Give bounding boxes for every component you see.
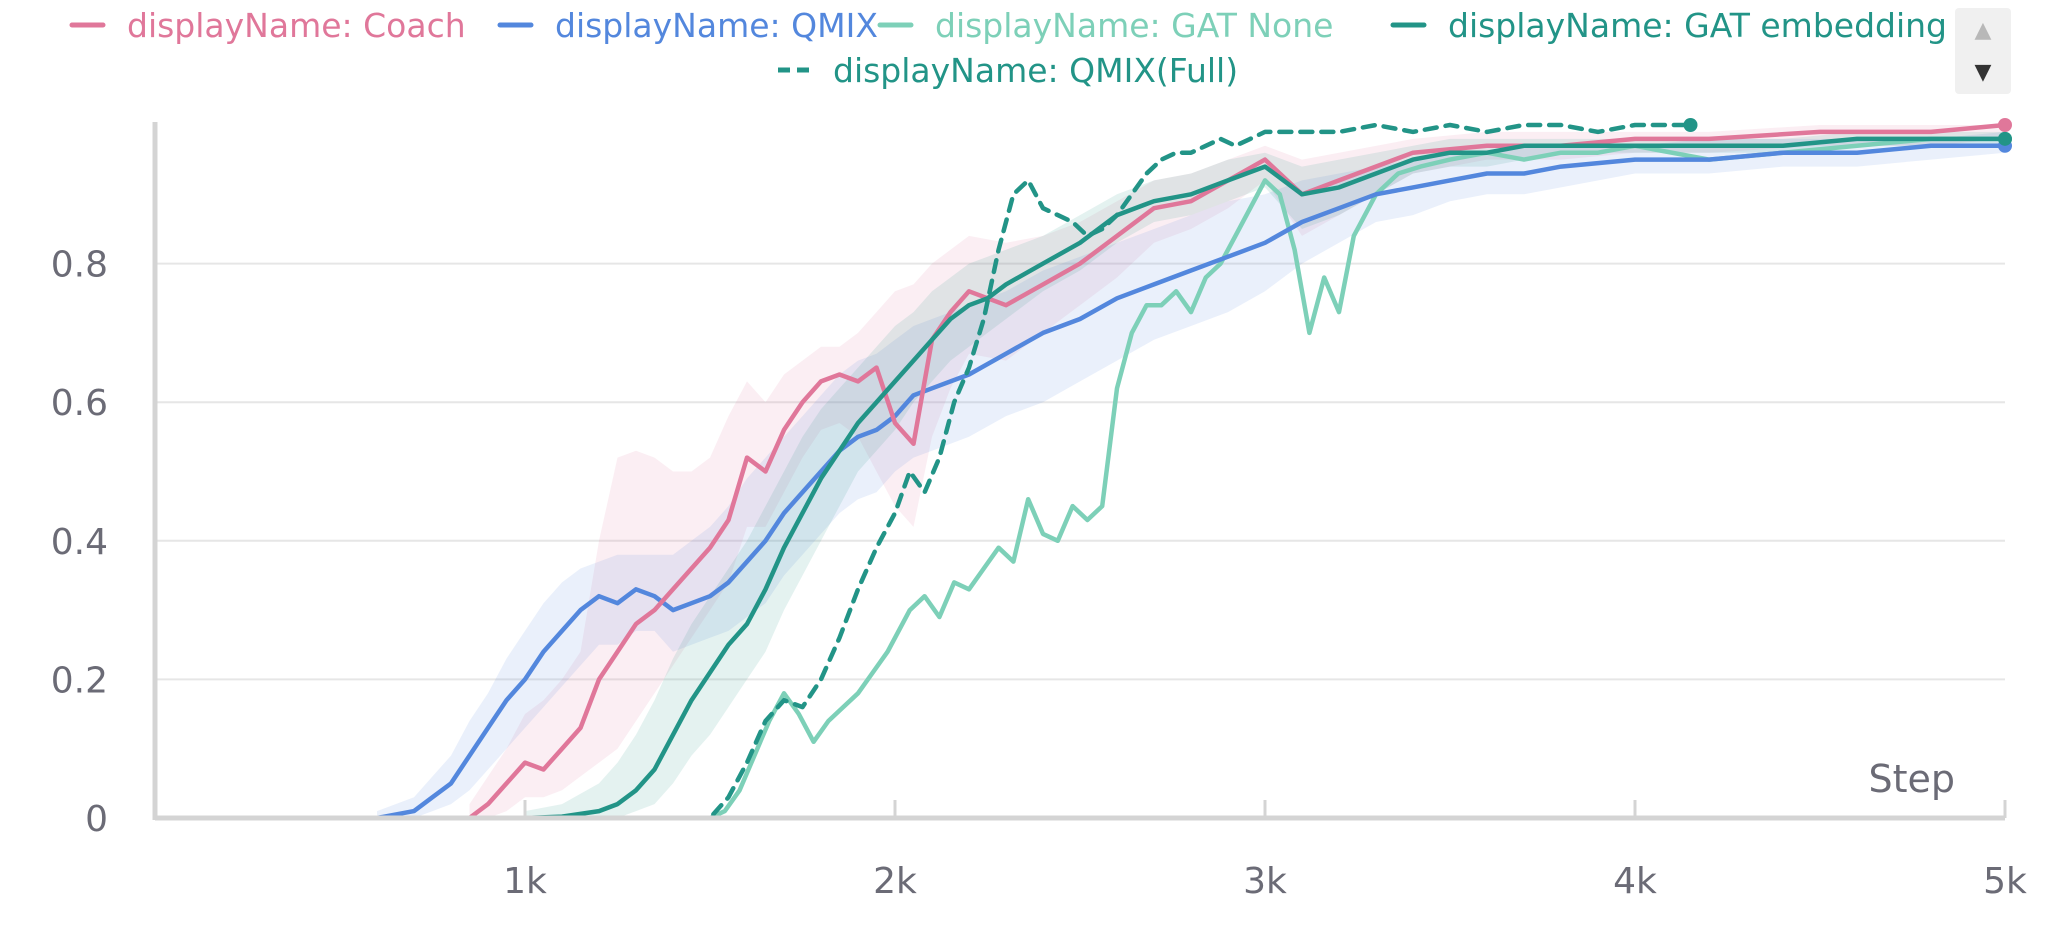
legend-item[interactable]: displayName: Coach [69,6,466,45]
legend-item[interactable]: displayName: QMIX [497,6,878,45]
series-line-coach [467,122,2008,821]
band-coach [469,125,2005,818]
end-point-gat-embedding [1998,131,2012,146]
series-line-gat-embedding [522,136,2008,821]
scroll-down-icon[interactable]: ▼ [1974,59,1992,85]
end-point-coach [1998,118,2012,132]
y-tick-label: 0.2 [51,660,108,701]
series-line-gat-none [707,136,2008,821]
legend-label: displayName: QMIX(Full) [833,51,1238,90]
series-lines [374,118,2012,821]
scroll-up-icon[interactable]: ▲ [1974,17,1992,43]
x-tick-label: 2k [873,861,917,902]
legend-label: displayName: GAT embedding [1448,6,1947,45]
x-axis-title: Step [1868,757,1955,801]
series-line-qmix-full- [670,122,1693,821]
x-tick-label: 3k [1243,861,1287,902]
y-tick-label: 0.8 [51,245,108,286]
legend-label: displayName: QMIX [555,6,878,45]
axes: 0 0.2 0.4 0.6 0.8 1k 2k 3k 4k 5k [51,122,2027,902]
legend-scroll[interactable]: ▲ ▼ [1955,8,2011,94]
series-line-qmix [374,143,2008,821]
x-tick-label: 1k [503,861,547,902]
legend-item[interactable]: displayName: GAT embedding [1390,6,1947,45]
y-tick-label: 0 [85,799,108,840]
legend-label: displayName: GAT None [935,6,1333,45]
end-point-qmix-full- [1683,118,1698,132]
legend: displayName: Coach displayName: QMIX displ… [69,6,1947,90]
y-tick-label: 0.4 [51,522,108,563]
x-tick-label: 5k [1983,861,2027,902]
legend-item[interactable]: displayName: GAT None [877,6,1333,45]
confidence-bands [377,125,2005,818]
legend-label: displayName: Coach [127,6,466,45]
x-tick-label: 4k [1613,861,1657,902]
y-tick-label: 0.6 [51,383,108,424]
legend-item[interactable]: displayName: QMIX(Full) [778,51,1238,90]
